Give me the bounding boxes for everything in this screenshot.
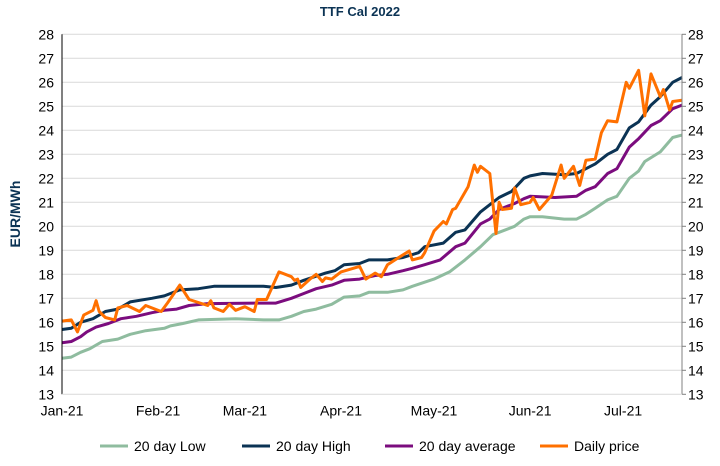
legend-item: 20 day average	[385, 438, 516, 454]
y-tick-label-left: 22	[38, 170, 54, 186]
y-tick-label-left: 25	[38, 98, 54, 114]
legend: 20 day Low 20 day High 20 day average Daily…	[100, 438, 640, 454]
x-tick-label: Jun-21	[509, 402, 552, 418]
x-tick-label: May-21	[411, 402, 458, 418]
y-tick-label-right: 14	[688, 362, 704, 378]
y-tick-label-right: 16	[688, 314, 704, 330]
legend-label: 20 day Low	[134, 438, 206, 454]
y-tick-label-left: 14	[38, 362, 54, 378]
x-tick-label: Apr-21	[320, 402, 362, 418]
y-tick-label-left: 15	[38, 338, 54, 354]
y-tick-label-left: 21	[38, 194, 54, 210]
y-tick-label-right: 22	[688, 170, 704, 186]
y-tick-label-right: 23	[688, 146, 704, 162]
y-tick-label-right: 18	[688, 266, 704, 282]
axes: 13 13 14 14 15 15 16 16 17 17 18 18 19 19 20 20 21 21 22 22…	[38, 26, 703, 418]
y-tick-label-left: 26	[38, 74, 54, 90]
y-tick-label-left: 23	[38, 146, 54, 162]
x-tick-label: Mar-21	[223, 402, 268, 418]
y-tick-label-right: 13	[688, 386, 704, 402]
chart-title: TTF Cal 2022	[320, 4, 400, 19]
series-line-20-day-average	[61, 103, 683, 345]
y-tick-label-left: 20	[38, 218, 54, 234]
series-line-20-day-high	[61, 76, 683, 331]
legend-item: 20 day High	[242, 438, 351, 454]
x-tick-label: Feb-21	[136, 402, 181, 418]
y-tick-label-left: 19	[38, 242, 54, 258]
y-tick-label-left: 13	[38, 386, 54, 402]
series-line-daily-price	[61, 68, 683, 334]
legend-item: 20 day Low	[100, 438, 206, 454]
y-tick-label-left: 28	[38, 26, 54, 42]
y-tick-label-right: 20	[688, 218, 704, 234]
y-tick-label-left: 24	[38, 122, 54, 138]
legend-label: 20 day High	[276, 438, 351, 454]
legend-label: Daily price	[574, 438, 640, 454]
x-tick-label: Jan-21	[41, 402, 84, 418]
y-tick-label-right: 24	[688, 122, 704, 138]
legend-label: 20 day average	[419, 438, 516, 454]
y-tick-label-right: 25	[688, 98, 704, 114]
y-tick-label-right: 26	[688, 74, 704, 90]
y-tick-label-left: 27	[38, 50, 54, 66]
gridlines	[62, 33, 682, 371]
y-tick-label-right: 27	[688, 50, 704, 66]
y-tick-label-right: 19	[688, 242, 704, 258]
y-tick-label-right: 21	[688, 194, 704, 210]
y-tick-label-right: 28	[688, 26, 704, 42]
x-tick-label: Jul-21	[604, 402, 642, 418]
legend-item: Daily price	[540, 438, 640, 454]
y-tick-label-right: 15	[688, 338, 704, 354]
series-lines	[61, 68, 683, 360]
y-tick-label-left: 18	[38, 266, 54, 282]
y-tick-label-left: 16	[38, 314, 54, 330]
y-axis-label: EUR/MWh	[7, 181, 23, 248]
series-line-20-day-low	[61, 133, 683, 360]
y-tick-label-left: 17	[38, 290, 54, 306]
y-tick-label-right: 17	[688, 290, 704, 306]
